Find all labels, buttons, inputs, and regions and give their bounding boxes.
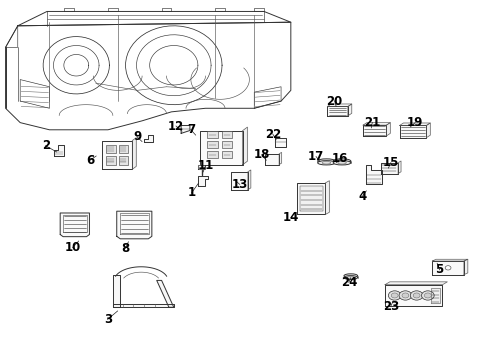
Polygon shape [325,181,329,215]
Ellipse shape [317,159,334,163]
Polygon shape [265,154,279,165]
Text: 14: 14 [282,211,298,224]
Text: 22: 22 [264,127,280,141]
Text: 23: 23 [382,300,398,313]
Polygon shape [60,213,89,237]
Ellipse shape [346,276,353,279]
Ellipse shape [322,162,330,164]
Polygon shape [366,165,381,184]
Text: 3: 3 [103,312,112,326]
Text: 10: 10 [64,241,81,254]
Polygon shape [430,288,439,303]
Text: 24: 24 [340,276,356,289]
Circle shape [444,266,450,270]
Bar [221,141,232,148]
Bar [106,156,116,165]
Text: 15: 15 [382,156,398,169]
Polygon shape [362,123,389,125]
Text: 20: 20 [326,95,342,108]
Polygon shape [327,104,351,107]
Polygon shape [380,163,397,174]
Polygon shape [431,259,467,261]
Polygon shape [327,107,347,116]
Bar [206,151,217,158]
Text: 16: 16 [331,152,347,165]
Polygon shape [157,280,173,307]
Polygon shape [54,145,64,156]
Polygon shape [397,161,400,174]
Polygon shape [197,165,205,169]
Bar [221,151,232,158]
Text: 4: 4 [358,190,366,203]
Text: 1: 1 [187,186,196,199]
Bar [119,145,128,153]
Polygon shape [347,104,351,116]
Circle shape [412,293,419,298]
Ellipse shape [332,159,350,163]
Polygon shape [242,127,247,165]
Bar [206,141,217,148]
Ellipse shape [343,274,357,278]
Circle shape [390,293,397,298]
Polygon shape [275,138,285,147]
Polygon shape [113,275,120,307]
Polygon shape [463,259,467,275]
Text: 21: 21 [364,116,380,129]
Circle shape [409,291,422,300]
Polygon shape [230,172,247,190]
Text: 7: 7 [186,123,195,136]
Text: 2: 2 [42,139,50,152]
Bar [119,156,128,165]
Polygon shape [384,282,447,285]
Text: 9: 9 [133,130,141,144]
Polygon shape [102,140,132,169]
Text: 18: 18 [253,148,269,161]
Polygon shape [431,261,463,275]
Polygon shape [384,285,442,306]
Circle shape [387,291,400,300]
Polygon shape [199,131,242,165]
Ellipse shape [317,161,334,165]
Polygon shape [117,211,152,239]
Text: 8: 8 [121,242,129,255]
Circle shape [421,291,433,300]
Text: 5: 5 [434,263,443,276]
Bar [106,145,116,153]
Polygon shape [113,304,173,307]
Text: 13: 13 [231,178,247,191]
Ellipse shape [343,276,357,279]
Text: 6: 6 [85,154,94,167]
Polygon shape [399,126,426,138]
Circle shape [401,293,408,298]
Ellipse shape [332,161,350,165]
Text: 17: 17 [307,150,324,163]
Polygon shape [362,125,386,136]
Polygon shape [279,152,281,165]
Text: 11: 11 [197,159,213,172]
Polygon shape [300,186,322,211]
Polygon shape [132,138,136,169]
Text: 19: 19 [406,116,423,129]
Polygon shape [297,183,325,215]
Text: 12: 12 [168,120,184,133]
Bar [221,131,232,138]
Circle shape [424,293,430,298]
Polygon shape [426,123,429,138]
Polygon shape [197,176,208,186]
Circle shape [398,291,411,300]
Polygon shape [386,123,389,136]
Ellipse shape [337,162,346,164]
Polygon shape [247,170,250,190]
Polygon shape [399,123,429,126]
Bar [206,131,217,138]
Polygon shape [181,126,189,134]
Polygon shape [143,135,153,141]
